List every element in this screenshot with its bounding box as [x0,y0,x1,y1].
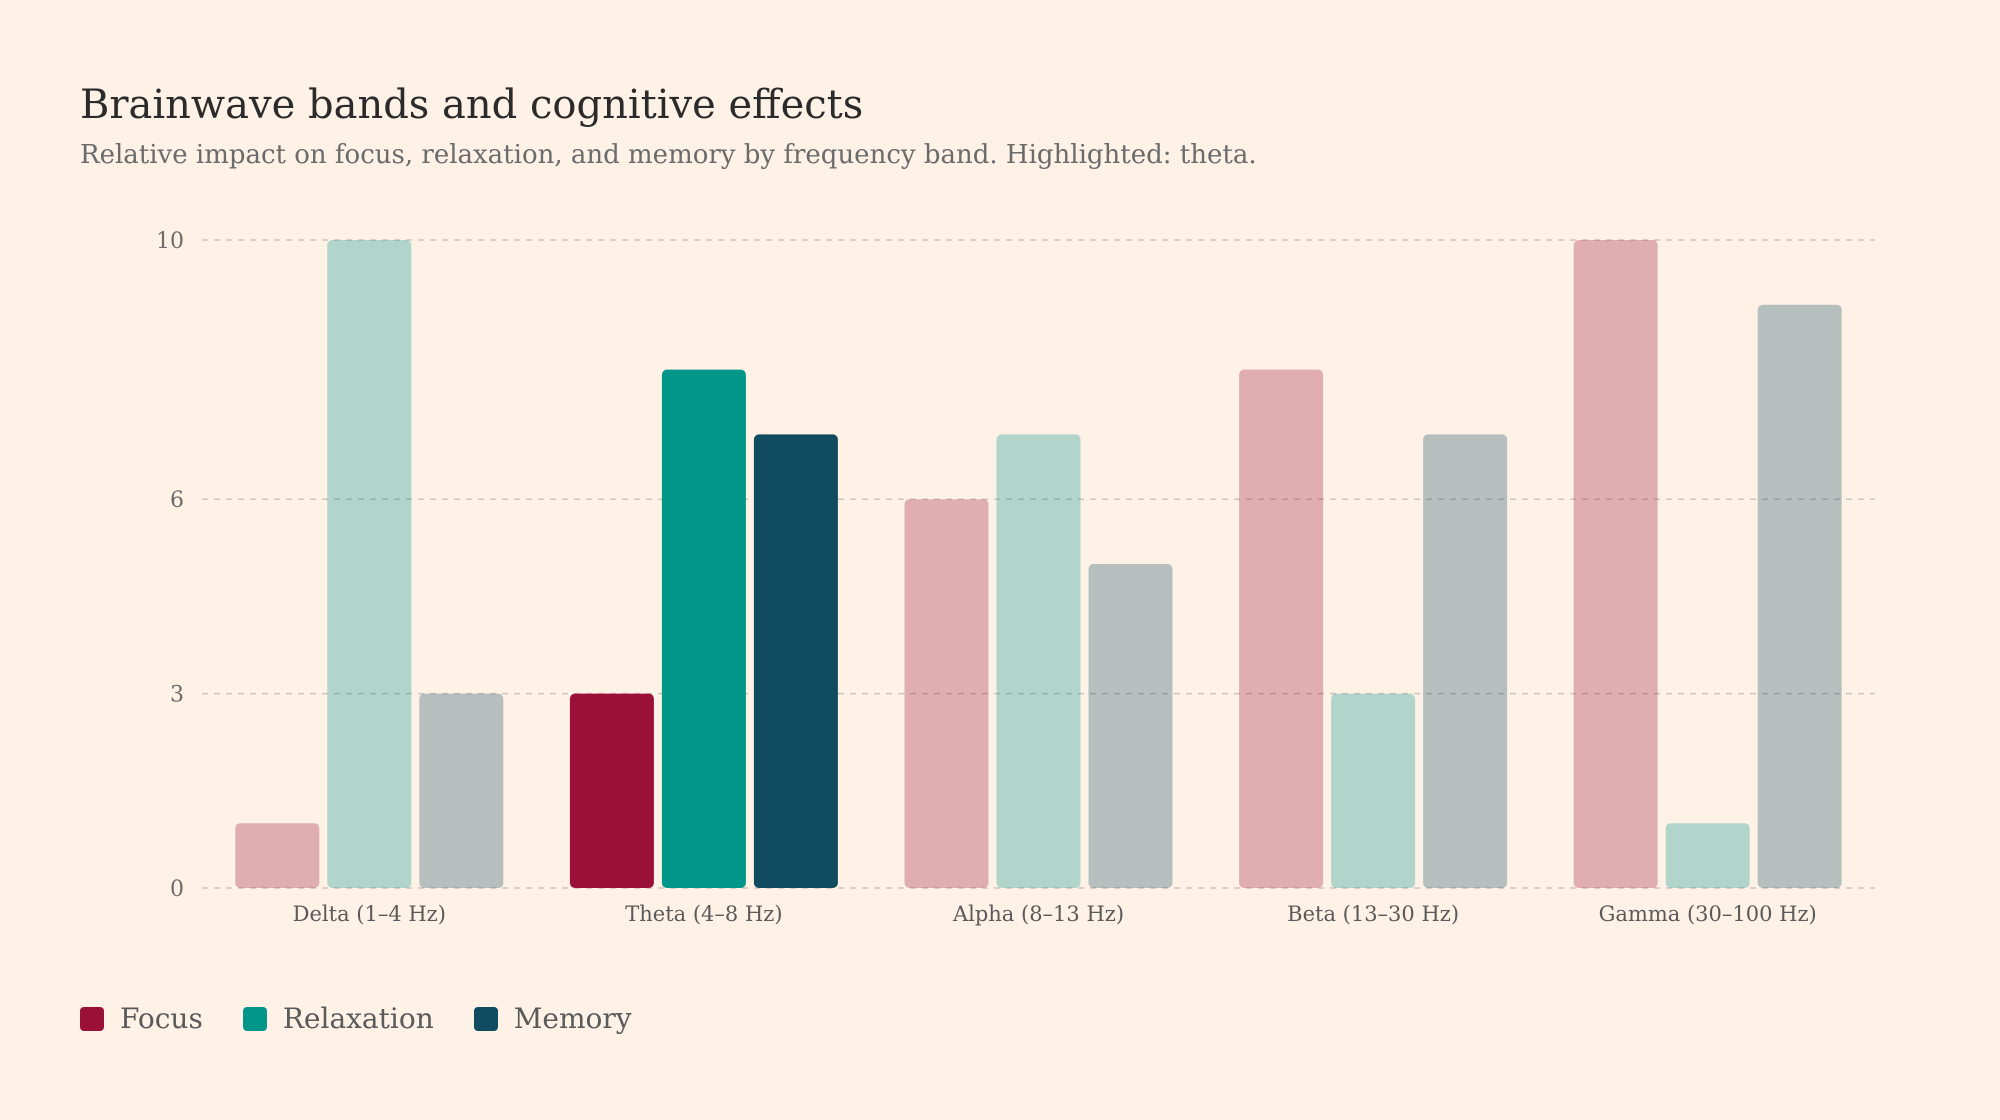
bar-focus [904,499,989,888]
bar-relaxation [327,240,412,888]
bar-memory [1423,434,1508,888]
bar-relaxation [1331,693,1416,888]
bar-memory [419,693,504,888]
y-tick-label: 0 [170,877,184,902]
bar-relaxation [996,434,1081,888]
bar-memory [753,434,838,888]
bar-focus [1239,369,1324,889]
legend: Focus Relaxation Memory [80,1002,632,1035]
legend-item-focus[interactable]: Focus [80,1002,203,1035]
bar-memory [1088,564,1173,888]
chart-title: Brainwave bands and cognitive effects [80,82,864,128]
y-tick-label: 10 [156,229,184,254]
legend-swatch-focus [80,1006,104,1031]
y-tick-label: 3 [170,683,184,708]
legend-item-relaxation[interactable]: Relaxation [242,1002,434,1035]
bar-focus [569,693,654,888]
legend-label-focus: Focus [120,1002,203,1035]
x-tick-label: Gamma (30–100 Hz) [1599,902,1817,926]
x-tick-label: Delta (1–4 Hz) [293,902,446,926]
bar-memory [1757,304,1842,888]
legend-swatch-relaxation [242,1006,267,1031]
x-tick-label: Alpha (8–13 Hz) [952,902,1124,926]
x-tick-label: Beta (13–30 Hz) [1287,902,1459,926]
legend-label-relaxation: Relaxation [282,1002,434,1035]
bar-relaxation [1665,823,1750,888]
y-tick-label: 6 [170,488,184,513]
legend-item-memory[interactable]: Memory [473,1002,632,1035]
legend-swatch-memory [473,1006,498,1031]
x-tick-label: Theta (4–8 Hz) [625,902,782,926]
bar-relaxation [661,369,746,889]
bar-focus [235,823,320,888]
chart-subtitle: Relative impact on focus, relaxation, an… [80,140,1257,170]
bar-focus [1573,240,1658,888]
legend-label-memory: Memory [513,1002,632,1035]
